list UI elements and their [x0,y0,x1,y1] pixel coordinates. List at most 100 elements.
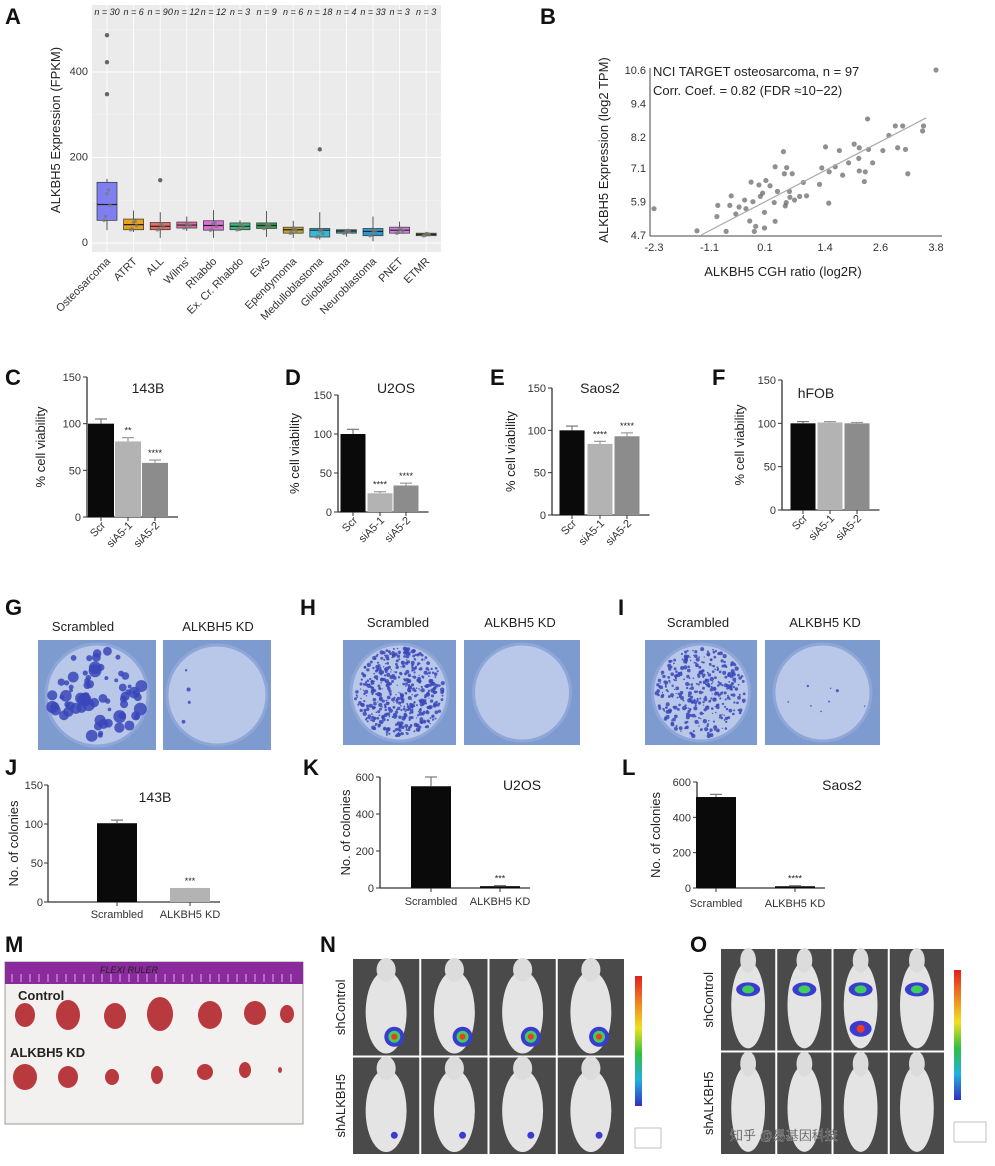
data-point [159,222,164,226]
chart-title: Saos2 [580,380,620,396]
colony [384,705,387,709]
colony [715,728,720,733]
colony [436,670,439,673]
mouse-head [796,1051,813,1077]
colony [664,683,667,686]
colony [395,659,399,663]
colony [104,698,111,704]
colony [387,686,391,691]
colony [708,720,710,722]
bar [587,443,613,515]
colony [707,683,710,685]
scatter-point [905,171,911,177]
colony [416,663,419,666]
colony [667,663,672,668]
colony [370,719,373,722]
colony [421,658,424,661]
colony [418,680,422,684]
y-tick-label: 200 [70,152,88,164]
n-label: n = 6 [283,7,303,17]
colony [665,702,670,707]
scatter-point [753,223,759,229]
box [96,181,118,221]
colony [404,650,408,655]
colony [687,691,692,696]
colony [718,682,722,686]
signal [798,985,811,994]
colony [410,660,415,665]
colony [186,687,191,692]
colony [387,706,392,711]
scatter-point [760,190,766,196]
scatter-point [743,206,749,212]
colony [431,714,435,718]
colony [420,685,423,689]
colony [403,655,406,658]
bar [790,423,816,510]
colony [734,666,739,671]
colony [418,674,420,677]
colony [415,677,417,679]
colony [667,690,669,693]
colony [416,693,419,696]
panel-label-j: J [5,755,17,780]
scatter-point [733,211,739,217]
colony [361,703,365,706]
panel-label-k: K [303,755,319,780]
data-point [316,234,321,238]
colony [725,720,728,723]
colony [82,670,88,676]
x-tick-label: Scrambled [690,898,743,910]
colony [706,650,709,653]
colony [663,710,666,712]
colony [673,726,678,731]
colony [698,665,702,669]
significance-stars: ** [124,426,132,436]
ruler-text: FLEXI RULER [100,965,159,975]
colony [430,688,435,693]
colony [425,711,428,714]
colony [365,695,368,697]
colony [366,662,371,667]
colony [411,667,416,671]
colony [427,720,431,723]
significance-stars: **** [593,429,608,439]
scatter-point [694,228,700,234]
colony [380,673,383,676]
colony [810,704,812,707]
colony [365,704,370,708]
colony [89,697,99,708]
colony [687,665,691,669]
colony [358,700,362,705]
colony [724,727,728,730]
mouse-head [852,1051,869,1077]
colony [399,692,402,695]
colony [421,702,425,706]
colony [723,714,725,716]
colony [362,689,365,691]
colony [734,688,737,690]
colony [68,684,74,690]
colony [409,712,412,715]
significance-stars: **** [620,421,635,431]
colony [363,665,367,669]
x-tick-label: siA5-2 [383,515,414,546]
colony [683,665,688,670]
tumor [104,1003,126,1029]
y-axis-label: % cell viability [732,404,747,485]
row-label: shALKBH5 [333,1074,348,1138]
petri-dish [165,643,269,747]
colony [716,703,720,707]
colony [661,693,665,697]
scatter-point [791,197,798,203]
data-point [134,223,139,228]
colony [380,681,382,684]
colony [394,710,399,714]
colony [742,692,746,696]
panel-label-l: L [622,755,635,780]
colony [385,649,389,652]
chart-title: 143B [139,789,172,805]
chart-title: Saos2 [822,777,862,793]
